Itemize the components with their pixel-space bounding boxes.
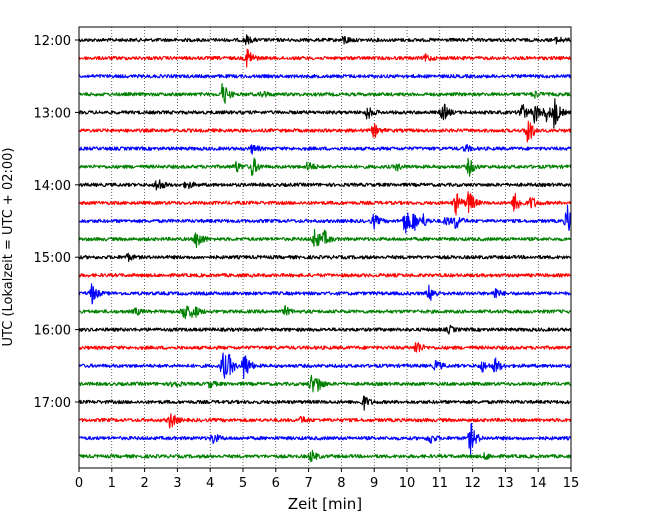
plot-frame [78,26,572,469]
seismogram-trace [78,82,572,104]
x-tick-label: 11 [432,476,449,491]
y-tick-label: 15:00 [34,251,71,266]
seismogram-trace [78,120,572,143]
x-tick-label: 1 [108,476,116,491]
x-axis-label: Zeit [min] [288,495,362,513]
y-axis-label: UTC (Lokalzeit = UTC + 02:00) [1,148,16,347]
y-tick-label: 16:00 [34,324,71,339]
x-tick-label: 9 [370,476,378,491]
y-tick-label: 17:00 [34,396,71,411]
seismogram-trace [78,143,572,155]
seismogram-trace [78,273,572,278]
y-tick-label: 13:00 [34,106,71,121]
plot-border [78,26,572,469]
x-tick-label: 6 [272,476,280,491]
y-tick-label: 12:00 [34,34,71,49]
x-tick-label: 14 [530,476,547,491]
x-tick-label: 12 [464,476,481,491]
seismogram-trace [78,324,572,335]
seismogram-trace [78,73,572,79]
seismogram-trace [78,413,572,429]
x-tick-label: 4 [206,476,214,491]
seismogram-trace [78,283,572,305]
seismogram-trace [78,228,572,249]
seismogram-trace [78,48,572,68]
x-tick-label: 7 [304,476,312,491]
x-tick-label: 15 [563,476,580,491]
y-tick-label: 14:00 [34,179,71,194]
x-tick-label: 0 [75,476,83,491]
seismogram-trace [78,352,572,380]
seismogram-trace [78,179,572,191]
seismogram-trace [78,449,572,463]
x-tick-label: 3 [173,476,181,491]
x-tick-label: 8 [337,476,345,491]
traces [78,34,572,463]
seismogram-trace [78,342,572,353]
seismogram-trace [78,34,572,46]
seismogram-trace [78,157,572,177]
seismogram-trace [78,374,572,393]
x-tick-label: 13 [497,476,514,491]
x-tick-label: 5 [239,476,247,491]
y-axis-ticks: 12:00 13:00 14:00 15:00 16:00 17:00 [34,34,79,411]
seismogram-trace [78,395,572,411]
seismogram-trace [78,305,572,320]
x-tick-label: 2 [140,476,148,491]
seismogram-trace [78,204,572,234]
x-tick-label: 10 [399,476,416,491]
seismogram-trace [78,422,572,455]
seismogram-trace [78,252,572,263]
seismogram-trace [78,98,572,129]
seismogram-trace [78,191,572,216]
x-axis-ticks: 0 1 2 3 4 5 6 7 8 9 10 11 12 13 14 15 [75,468,579,491]
